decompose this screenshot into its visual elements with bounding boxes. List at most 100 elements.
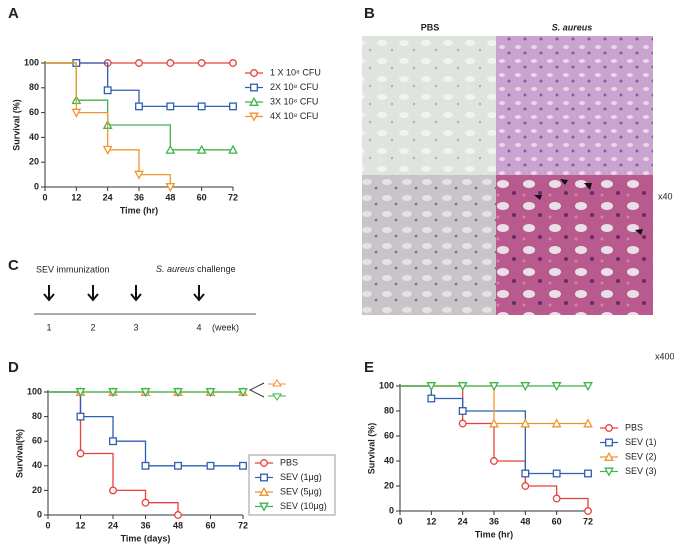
legend-label: SEV (1μg) bbox=[280, 472, 322, 482]
x-axis-title: Time (hr) bbox=[120, 205, 158, 215]
event-label: S. aureus challenge bbox=[156, 264, 236, 274]
y-tick-label: 0 bbox=[389, 505, 394, 515]
week: 1 bbox=[46, 322, 51, 332]
marker bbox=[520, 418, 531, 428]
legend-label: SEV (1) bbox=[625, 437, 657, 447]
column-label: PBS bbox=[421, 22, 440, 32]
y-tick-label: 40 bbox=[384, 455, 394, 465]
survival-line bbox=[48, 391, 179, 515]
marker bbox=[76, 412, 85, 421]
x-tick-label: 48 bbox=[173, 520, 183, 530]
marker bbox=[583, 382, 593, 392]
marker bbox=[174, 461, 182, 470]
x-tick-label: 72 bbox=[583, 516, 593, 526]
bracket bbox=[248, 382, 265, 398]
legend-label: SEV (5μg) bbox=[280, 486, 322, 496]
marker bbox=[551, 418, 562, 428]
x-tick-label: 0 bbox=[45, 520, 50, 530]
x-tick-label: 36 bbox=[140, 520, 150, 530]
marker bbox=[174, 511, 182, 519]
marker bbox=[166, 59, 175, 67]
marker bbox=[457, 382, 468, 392]
marker bbox=[458, 407, 467, 415]
y-axis-title: Survival(%) bbox=[14, 429, 24, 478]
week: 2 bbox=[90, 322, 95, 332]
legend-label: PBS bbox=[280, 457, 298, 467]
week: 3 bbox=[133, 322, 138, 332]
y-tick-label: 40 bbox=[29, 132, 39, 142]
legend-label: SEV (10μg) bbox=[280, 501, 327, 511]
marker bbox=[165, 183, 176, 193]
y-tick-label: 20 bbox=[32, 485, 42, 495]
legend-label: 2X 10⁸ CFU bbox=[270, 82, 318, 92]
y-tick-label: 100 bbox=[27, 386, 42, 396]
column-label: S. aureus bbox=[552, 22, 593, 32]
marker bbox=[583, 418, 593, 428]
marker bbox=[134, 170, 144, 180]
y-tick-label: 20 bbox=[29, 157, 39, 167]
panel-label: B bbox=[364, 5, 375, 22]
marker bbox=[103, 86, 112, 95]
marker bbox=[109, 486, 117, 495]
panel-label: E bbox=[364, 359, 374, 376]
marker bbox=[165, 144, 176, 154]
marker bbox=[75, 388, 86, 398]
marker bbox=[197, 102, 206, 111]
week: 4 bbox=[196, 322, 201, 332]
marker bbox=[458, 419, 467, 428]
marker bbox=[239, 461, 247, 470]
y-tick-label: 20 bbox=[384, 480, 394, 490]
marker bbox=[250, 69, 258, 77]
marker bbox=[109, 437, 117, 446]
x-tick-label: 72 bbox=[238, 520, 248, 530]
marker bbox=[173, 388, 183, 398]
x-tick-label: 24 bbox=[108, 520, 118, 530]
x-tick-label: 12 bbox=[426, 516, 436, 526]
x-tick-label: 36 bbox=[489, 516, 499, 526]
y-tick-label: 40 bbox=[32, 460, 42, 470]
marker bbox=[605, 424, 613, 432]
organism: S. aureus bbox=[156, 264, 195, 274]
marker bbox=[135, 59, 143, 67]
marker bbox=[228, 144, 238, 154]
marker bbox=[141, 498, 150, 507]
x-tick-label: 36 bbox=[134, 192, 144, 202]
marker bbox=[196, 144, 207, 154]
y-axis-title: Survival (%) bbox=[366, 423, 376, 475]
legend-label: SEV (3) bbox=[625, 466, 657, 476]
marker bbox=[141, 461, 150, 470]
y-tick-label: 60 bbox=[29, 107, 39, 117]
marker bbox=[584, 507, 592, 515]
legend-label: SEV (2) bbox=[625, 451, 657, 461]
micrograph bbox=[496, 175, 653, 315]
marker bbox=[552, 494, 561, 503]
y-tick-label: 0 bbox=[34, 181, 39, 191]
event-label: SEV immunization bbox=[36, 264, 110, 274]
unit: (week) bbox=[212, 322, 239, 332]
legend-label: 3X 10⁸ CFU bbox=[270, 96, 318, 106]
survival-line bbox=[48, 391, 243, 467]
legend-label: 4X 10⁸ CFU bbox=[270, 111, 318, 121]
plot: 0 20 40 60 80 100 0 12 24 36 48 60 72 Time (hr) Surviv… bbox=[11, 57, 320, 215]
micrograph bbox=[496, 36, 653, 175]
marker bbox=[259, 502, 269, 512]
marker bbox=[260, 473, 268, 482]
marker bbox=[489, 418, 499, 428]
x-tick-label: 12 bbox=[71, 192, 81, 202]
marker bbox=[521, 482, 530, 490]
x-tick-label: 0 bbox=[397, 516, 402, 526]
micrograph bbox=[362, 36, 496, 175]
y-tick-label: 60 bbox=[32, 436, 42, 446]
x-tick-label: 72 bbox=[228, 192, 238, 202]
marker bbox=[551, 382, 562, 392]
panel-label: C bbox=[8, 257, 19, 274]
marker bbox=[260, 459, 268, 467]
x-tick-label: 60 bbox=[552, 516, 562, 526]
y-axis-title: Survival (%) bbox=[11, 99, 21, 151]
marker bbox=[584, 469, 592, 478]
marker bbox=[489, 382, 499, 392]
y-tick-label: 100 bbox=[379, 380, 394, 390]
marker bbox=[490, 457, 498, 465]
marker bbox=[520, 382, 531, 392]
